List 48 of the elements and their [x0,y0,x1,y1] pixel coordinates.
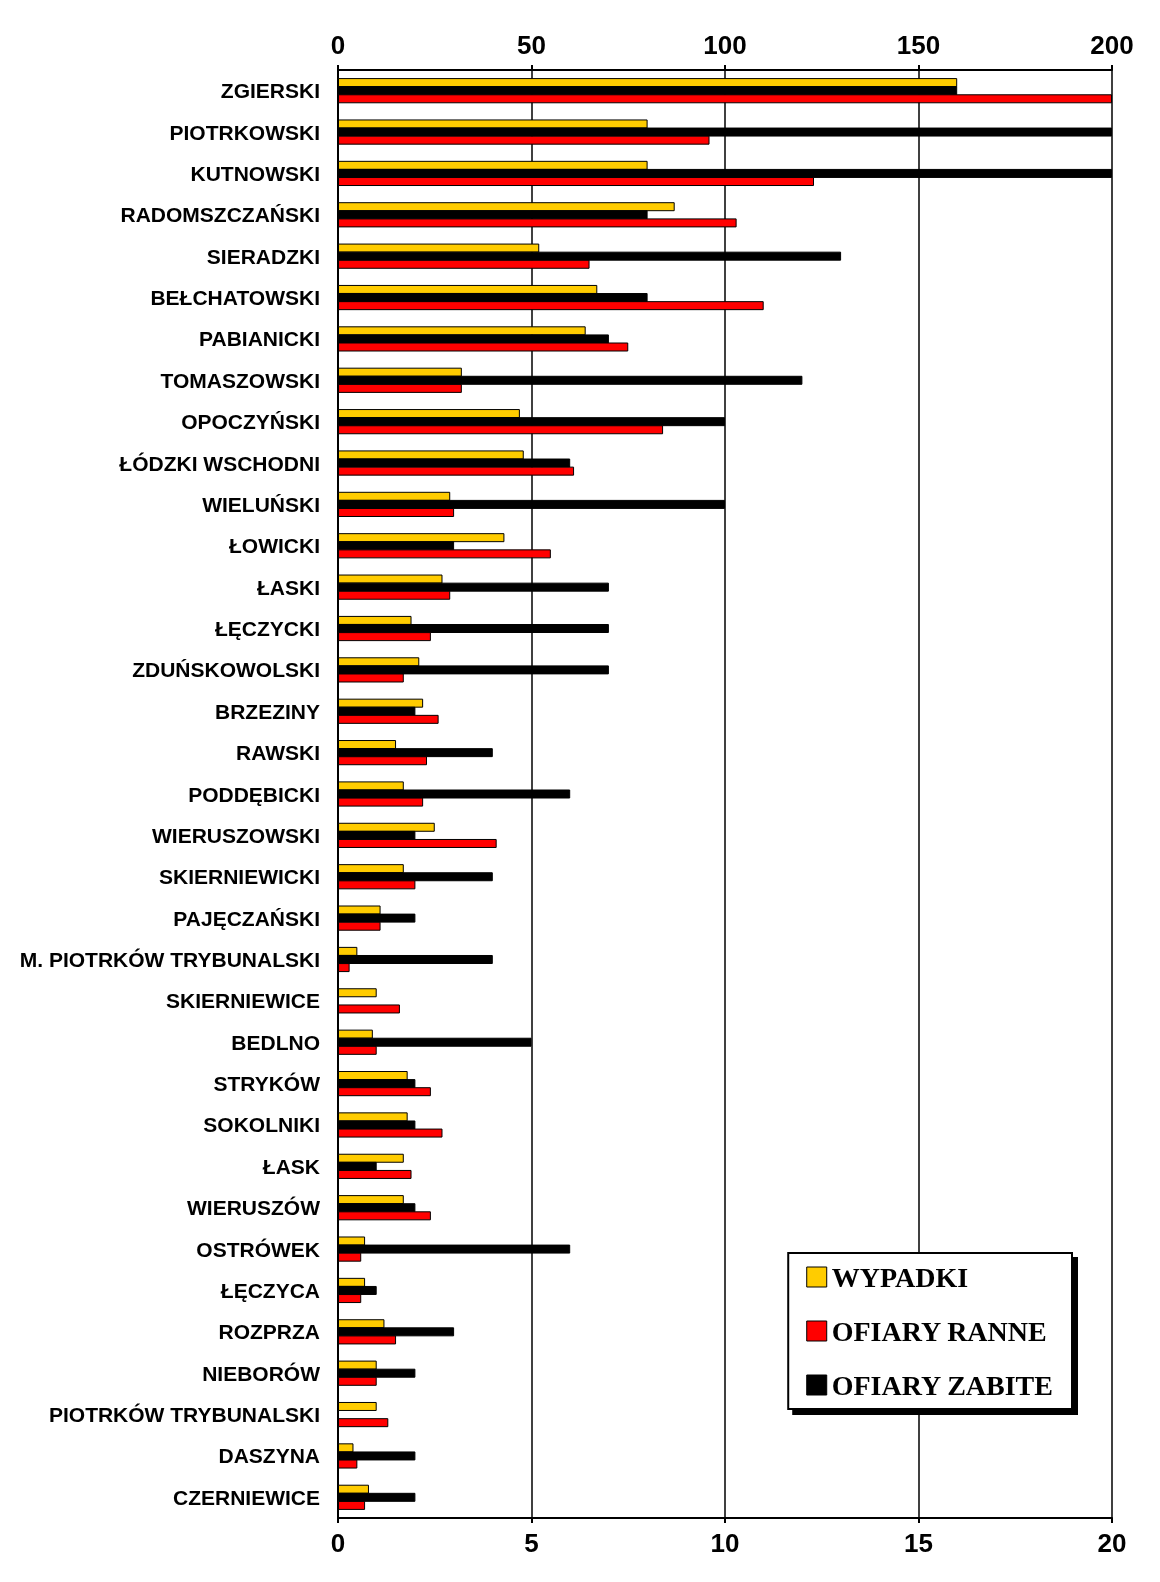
x-tick-label: 5 [524,1528,539,1558]
y-tick-label: WIERUSZÓW [187,1196,321,1220]
y-tick-label: PABIANICKI [199,327,320,351]
y-tick-label: BEŁCHATOWSKI [150,286,320,310]
legend-label: OFIARY RANNE [831,1315,1047,1347]
x2-tick-label: 100 [703,30,747,60]
legend-label: OFIARY ZABITE [831,1369,1053,1401]
y-tick-label: ŁÓDZKI WSCHODNI [119,451,320,475]
x2-tick-label: 50 [517,30,546,60]
y-tick-label: RAWSKI [236,741,320,765]
y-tick-label: KUTNOWSKI [190,161,320,185]
y-tick-label: BEDLNO [231,1030,320,1054]
y-tick-label: TOMASZOWSKI [160,368,320,392]
y-tick-label: SKIERNIEWICE [165,989,320,1013]
x-tick-label: 0 [330,1528,346,1558]
y-tick-label: ŁĘCZYCKI [215,617,320,641]
y-tick-label: OSTRÓWEK [196,1237,320,1261]
y-tick-label: ROZPRZA [218,1320,320,1344]
x-tick-label: 15 [904,1528,933,1558]
y-tick-label: ŁOWICKI [229,534,320,558]
y-tick-label: CZERNIEWICE [173,1485,320,1509]
legend-label: WYPADKI [831,1261,969,1293]
y-tick-label: ŁĘCZYCA [220,1278,320,1302]
y-tick-label: ŁASK [262,1154,320,1178]
y-tick-label: WIERUSZOWSKI [152,823,320,847]
y-tick-label: PODDĘBICKI [188,782,320,806]
y-tick-label: DASZYNA [218,1444,320,1468]
y-tick-label: PAJĘCZAŃSKI [173,906,320,930]
y-tick-label: M. PIOTRKÓW TRYBUNALSKI [19,947,320,971]
x2-tick-label: 0 [330,30,346,60]
y-tick-label: PIOTRKÓW TRYBUNALSKI [48,1403,320,1427]
y-tick-label: OPOCZYŃSKI [181,410,320,434]
y-tick-label: RADOMSZCZAŃSKI [120,203,320,227]
y-tick-label: NIEBORÓW [202,1361,321,1385]
y-tick-label: SOKOLNIKI [203,1113,320,1137]
x2-tick-label: 150 [896,30,941,60]
x-tick-label: 10 [710,1528,740,1558]
y-tick-label: WIELUŃSKI [202,492,320,516]
x-tick-label: 20 [1097,1528,1127,1558]
y-tick-label: ŁASKI [257,575,320,599]
y-tick-label: SIERADZKI [206,244,320,268]
y-tick-label: PIOTRKOWSKI [169,120,320,144]
y-tick-label: BRZEZINY [215,699,320,723]
y-tick-label: ZDUŃSKOWOLSKI [132,658,320,682]
y-tick-label: STRYKÓW [213,1072,321,1096]
y-tick-label: SKIERNIEWICKI [158,865,320,889]
x2-tick-label: 200 [1090,30,1134,60]
y-tick-label: ZGIERSKI [220,79,320,103]
